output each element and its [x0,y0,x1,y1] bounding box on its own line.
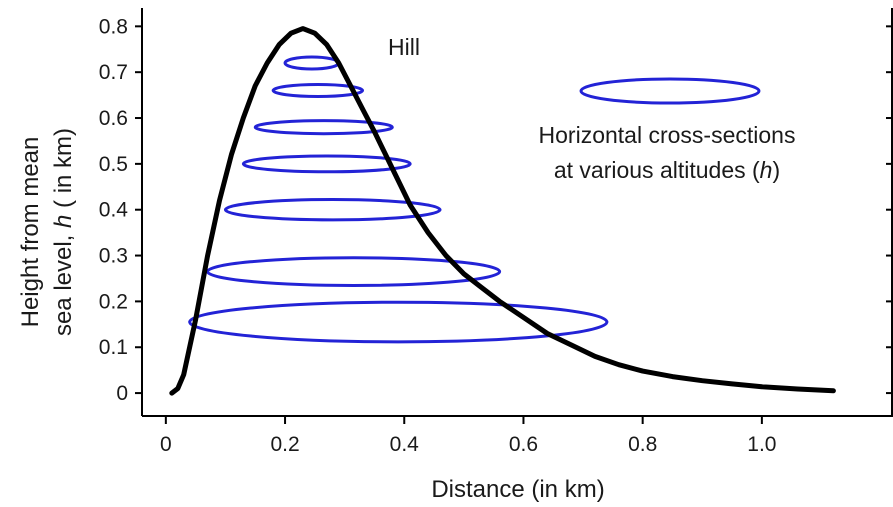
axes-frame [141,8,893,417]
legend-text-line2-prefix: at various altitudes ( [554,157,760,183]
y-tick-label: 0.4 [99,199,129,222]
legend-text-line2-var: h [760,157,773,183]
y-axis-title-line2-suffix: ( in km) [50,128,77,215]
cross-section-ellipse [206,256,502,287]
hill-label: Hill [388,34,420,60]
x-tick-label: 0.8 [628,433,657,456]
y-axis-title-line2-prefix: sea level, [50,228,77,336]
y-tick-label: 0.8 [99,15,128,38]
cross-section-ellipse [241,154,412,174]
y-tick-label: 0.3 [99,245,128,268]
legend-text-line1: Horizontal cross-sections [539,122,796,148]
legend-cross-section-sample [579,77,761,105]
legend-text-line2: at various altitudes (h) [554,157,780,183]
cross-section-ellipse [271,83,365,99]
hill-curve [169,26,836,396]
y-axis-title-line2-var: h [50,215,77,228]
y-tick-label: 0.1 [99,336,128,359]
y-tick-label: 0.6 [99,107,128,130]
y-tick-label: 0.2 [99,290,128,313]
y-tick-label: 0.7 [99,61,128,84]
x-axis-title: Distance (in km) [431,476,604,503]
x-axis-ticks: 0 0.2 0.4 0.6 0.8 1.0 [160,416,776,456]
y-axis-ticks: 0 0.1 0.2 0.3 0.4 0.5 0.6 0.7 0.8 [99,15,892,405]
y-tick-label: 0.5 [99,153,128,176]
y-axis-title-line1: Height from mean [17,137,44,328]
cross-section-ellipse [188,300,609,344]
cross-section-ellipse [223,198,442,222]
legend-text-line2-suffix: ) [772,157,780,183]
y-axis-title-line2: sea level, h ( in km) [50,128,77,336]
series-group [169,26,836,396]
cross-sections-group [188,55,609,344]
x-tick-label: 0.2 [270,433,299,456]
x-tick-label: 0 [160,433,172,456]
x-tick-label: 1.0 [747,433,776,456]
y-tick-label: 0 [116,382,128,405]
cross-section-ellipse [283,55,341,71]
cross-section-ellipse [253,119,394,136]
x-tick-label: 0.6 [509,433,538,456]
x-tick-label: 0.4 [390,433,420,456]
